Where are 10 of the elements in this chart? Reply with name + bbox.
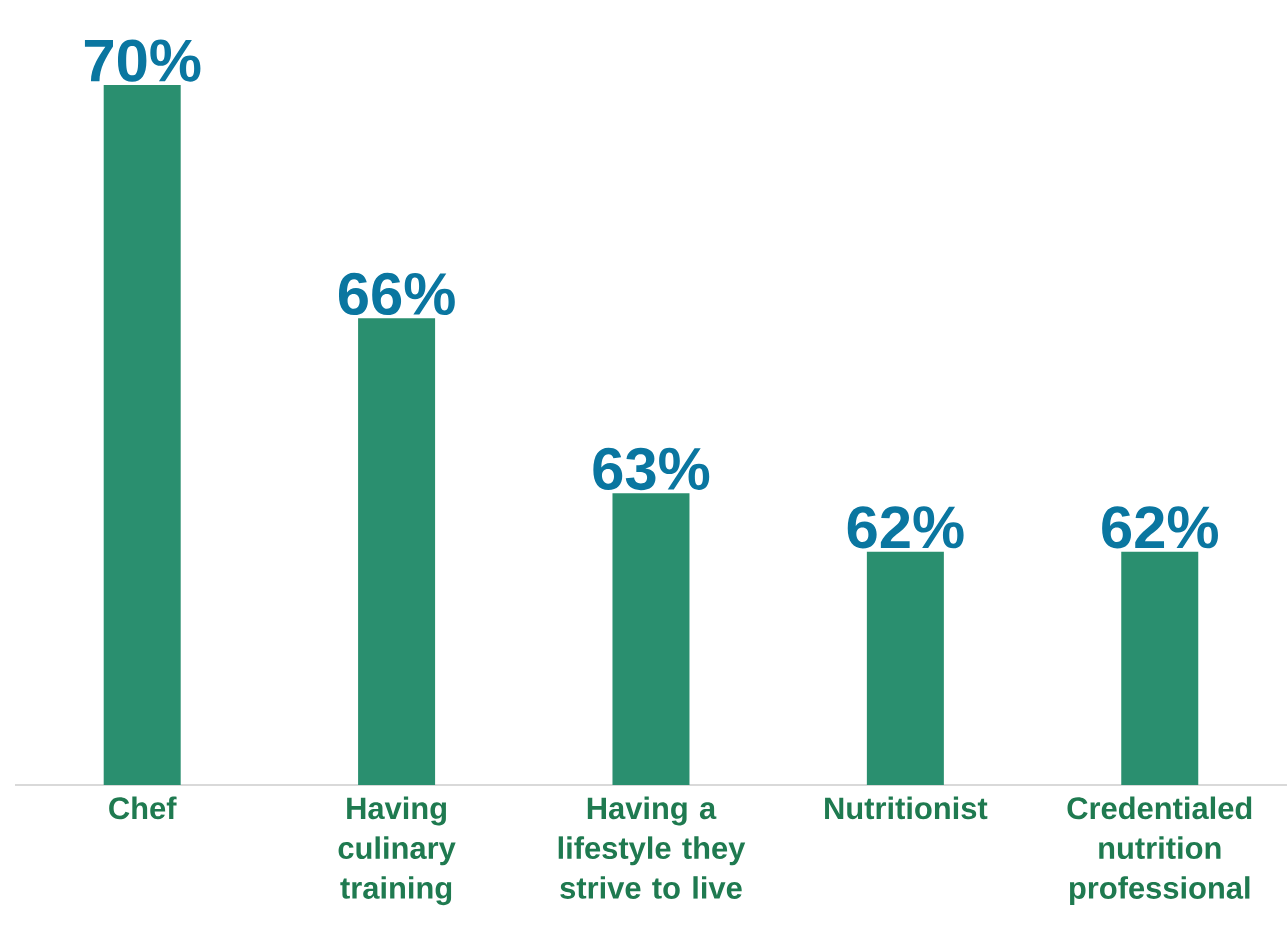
x-tick-label: Having a lifestyle they strive to live (558, 796, 746, 899)
x-tick-label: Having culinary training (338, 796, 456, 906)
x-tick-label: Credentialed nutrition professional (1067, 796, 1252, 906)
x-tick-label: Nutritionist (825, 796, 988, 820)
x-tick-label: Chef (109, 796, 177, 820)
data-label: 62% (847, 506, 964, 549)
data-label: 62% (1102, 506, 1218, 549)
data-label: 70% (84, 39, 201, 82)
data-label: 66% (338, 272, 455, 316)
data-label: 63% (593, 447, 710, 491)
